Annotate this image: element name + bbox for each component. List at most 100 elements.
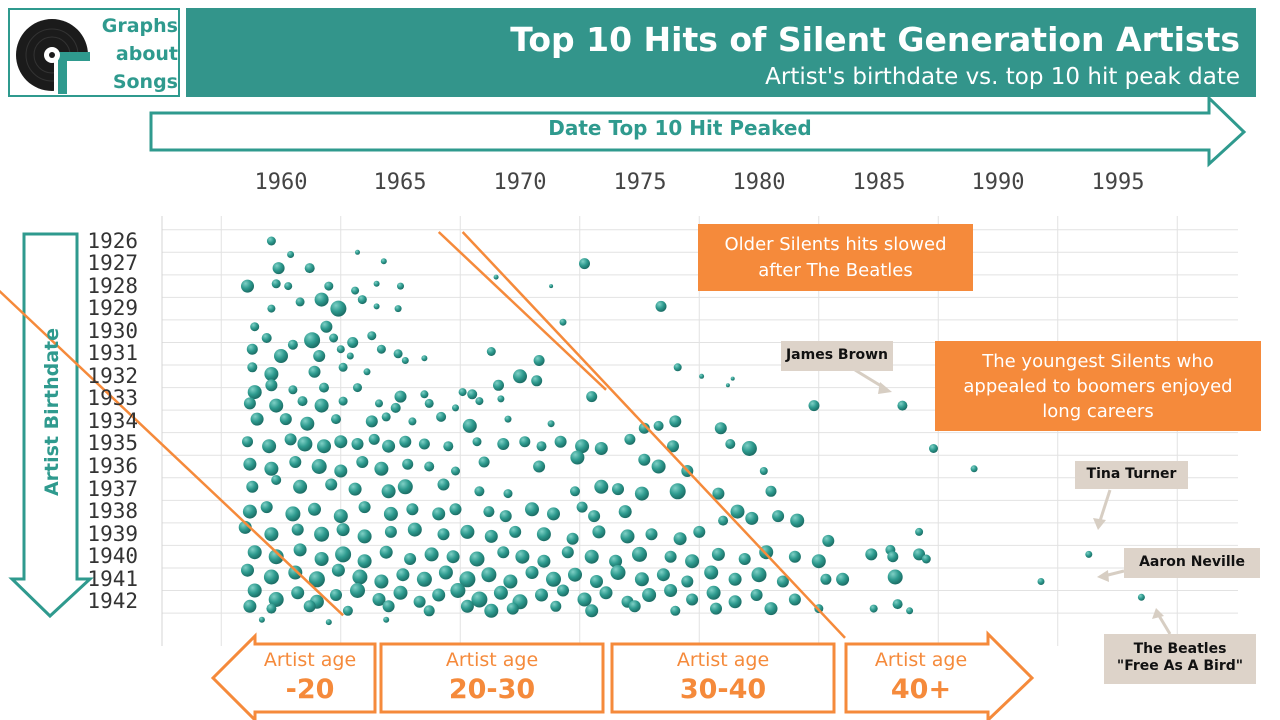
y-tick-1928: 1928 bbox=[87, 274, 138, 298]
data-point bbox=[383, 506, 398, 521]
label-beatles-line-1: The Beatles bbox=[1133, 641, 1227, 657]
data-point bbox=[594, 479, 609, 494]
data-point bbox=[247, 362, 258, 373]
data-point bbox=[651, 459, 666, 474]
page-title: Top 10 Hits of Silent Generation Artists bbox=[510, 20, 1240, 59]
data-point bbox=[497, 395, 505, 403]
data-point bbox=[921, 554, 931, 564]
label-tina-turner: Tina Turner bbox=[1075, 461, 1188, 489]
data-point bbox=[295, 297, 305, 307]
label-aaron-neville: Aaron Neville bbox=[1124, 548, 1260, 578]
data-point bbox=[264, 527, 279, 542]
label-the-beatles: The Beatles "Free As A Bird" bbox=[1104, 634, 1256, 684]
y-tick-1929: 1929 bbox=[87, 296, 138, 320]
data-point bbox=[304, 263, 315, 274]
data-point bbox=[1137, 593, 1145, 601]
data-point bbox=[725, 439, 736, 449]
data-point bbox=[452, 404, 459, 412]
data-point bbox=[394, 390, 407, 403]
data-point bbox=[509, 525, 522, 538]
data-point bbox=[531, 375, 543, 387]
data-point bbox=[317, 439, 331, 454]
y-tick-1933: 1933 bbox=[87, 386, 138, 410]
data-point bbox=[261, 333, 272, 343]
data-point bbox=[577, 592, 592, 607]
data-point bbox=[266, 603, 277, 614]
data-point bbox=[404, 553, 417, 565]
data-point bbox=[242, 504, 257, 519]
data-point bbox=[506, 602, 519, 615]
data-point bbox=[594, 442, 608, 455]
data-point bbox=[669, 415, 682, 428]
data-point bbox=[374, 574, 389, 589]
data-point bbox=[459, 571, 476, 588]
data-point bbox=[820, 573, 832, 585]
data-point bbox=[656, 568, 670, 582]
data-point bbox=[421, 355, 428, 362]
age-band-30-40-line-2: 30-40 bbox=[679, 674, 767, 705]
annotation-youngest-line-1: The youngest Silents who bbox=[982, 351, 1214, 372]
age-band-40-plus-line-1: Artist age bbox=[874, 649, 968, 671]
data-point bbox=[610, 565, 626, 580]
data-point bbox=[331, 563, 345, 577]
pointer-tina-turner-head bbox=[1093, 518, 1106, 530]
data-point bbox=[836, 572, 850, 586]
data-point bbox=[436, 411, 447, 422]
data-point bbox=[811, 554, 826, 569]
data-point bbox=[669, 483, 686, 500]
data-point bbox=[291, 586, 305, 600]
data-point bbox=[664, 550, 677, 563]
data-point bbox=[353, 383, 362, 393]
data-point bbox=[288, 565, 303, 580]
data-point bbox=[413, 595, 426, 608]
data-point bbox=[655, 300, 667, 312]
data-point bbox=[460, 524, 475, 539]
data-point bbox=[330, 300, 347, 317]
data-point bbox=[268, 592, 284, 607]
data-point bbox=[243, 599, 257, 613]
data-point bbox=[297, 396, 308, 407]
annotation-youngest-line-3: long careers bbox=[1042, 401, 1154, 422]
data-point bbox=[367, 331, 377, 341]
data-point bbox=[519, 436, 531, 448]
data-point bbox=[612, 483, 624, 496]
data-point bbox=[432, 507, 446, 521]
data-point bbox=[628, 600, 641, 613]
age-band-box-20-30 bbox=[379, 642, 605, 714]
data-point bbox=[474, 486, 485, 497]
data-point bbox=[331, 414, 341, 425]
data-point bbox=[458, 388, 467, 397]
data-point bbox=[243, 457, 257, 471]
data-point bbox=[788, 550, 801, 563]
data-point bbox=[314, 292, 329, 307]
label-james-brown: James Brown bbox=[781, 341, 893, 371]
data-point bbox=[897, 400, 908, 411]
data-point bbox=[262, 439, 277, 454]
age-line bbox=[437, 231, 607, 391]
x-tick-1990: 1990 bbox=[971, 170, 1025, 195]
data-point bbox=[258, 616, 265, 623]
logo-line-2: about bbox=[115, 43, 178, 65]
data-point bbox=[970, 465, 978, 473]
x-tick-1970: 1970 bbox=[493, 170, 547, 195]
vinyl-record-icon bbox=[16, 19, 90, 94]
data-point bbox=[478, 456, 490, 468]
data-point bbox=[586, 391, 598, 403]
data-point bbox=[287, 339, 298, 350]
data-point bbox=[670, 605, 681, 616]
data-point bbox=[576, 501, 588, 513]
data-point bbox=[634, 486, 649, 501]
data-point bbox=[304, 332, 321, 349]
data-point bbox=[915, 527, 924, 536]
data-point bbox=[274, 349, 288, 363]
data-point bbox=[396, 568, 410, 582]
data-point bbox=[653, 420, 664, 431]
data-point bbox=[408, 417, 417, 426]
data-point bbox=[673, 532, 687, 546]
data-point bbox=[407, 522, 422, 537]
data-point bbox=[338, 396, 348, 406]
data-point bbox=[681, 575, 694, 588]
data-point bbox=[284, 282, 293, 291]
data-point bbox=[887, 569, 903, 585]
data-point bbox=[424, 547, 439, 562]
